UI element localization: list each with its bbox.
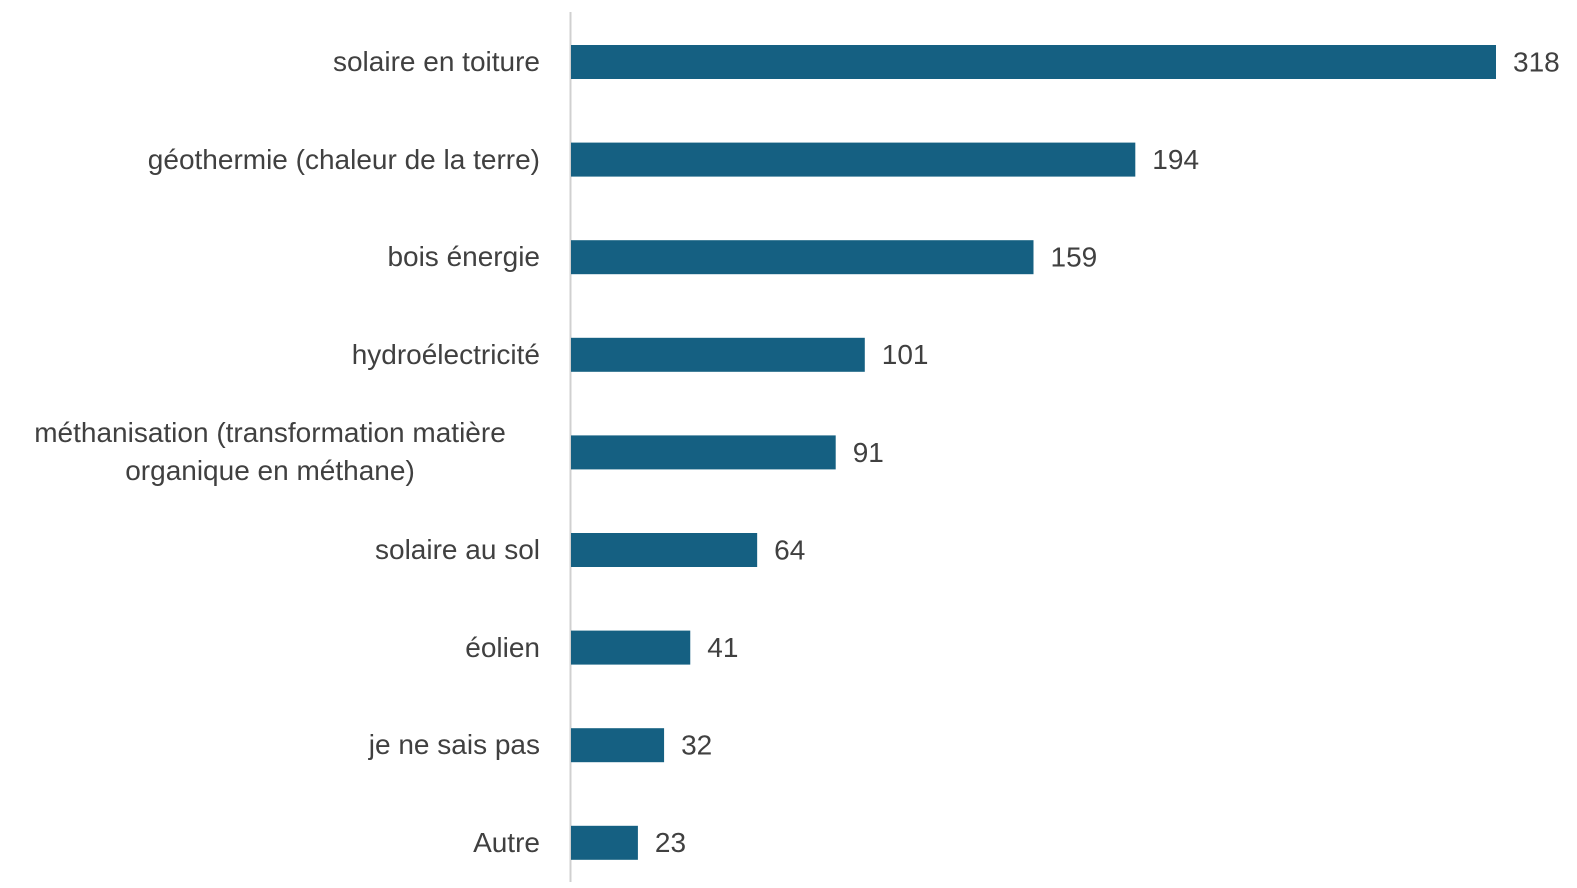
category-label-box: géothermie (chaleur de la terre) <box>0 115 540 205</box>
category-label-box: solaire au sol <box>0 505 540 595</box>
category-label: méthanisation (transformation matière or… <box>34 417 506 487</box>
bar <box>571 630 691 665</box>
category-label: Autre <box>473 826 540 858</box>
category-label-box: bois énergie <box>0 212 540 302</box>
value-label: 41 <box>707 632 738 663</box>
value-label: 159 <box>1051 242 1098 273</box>
value-label: 194 <box>1152 144 1199 175</box>
category-label: hydroélectricité <box>351 338 540 370</box>
category-label: géothermie (chaleur de la terre) <box>147 143 540 175</box>
value-label: 64 <box>774 534 805 565</box>
value-label: 32 <box>681 730 712 761</box>
value-label: 318 <box>1513 46 1560 77</box>
bar <box>571 825 638 860</box>
value-label: 101 <box>882 339 929 370</box>
category-label-box: méthanisation (transformation matière or… <box>0 407 540 497</box>
category-label-box: éolien <box>0 603 540 693</box>
category-label-box: je ne sais pas <box>0 700 540 790</box>
category-label-box: solaire en toiture <box>0 17 540 107</box>
value-label: 23 <box>655 827 686 858</box>
value-label: 91 <box>853 437 884 468</box>
bar <box>571 240 1034 275</box>
category-label: je ne sais pas <box>368 729 540 761</box>
category-label: bois énergie <box>387 241 540 273</box>
category-label: solaire au sol <box>375 534 540 565</box>
category-label-box: hydroélectricité <box>0 310 540 400</box>
bar <box>571 435 836 470</box>
bar <box>571 728 665 763</box>
category-label: solaire en toiture <box>332 46 540 77</box>
category-label-box: Autre <box>0 798 540 888</box>
category-label: éolien <box>465 631 540 663</box>
bar <box>571 45 1496 79</box>
bar <box>571 337 865 372</box>
bar <box>571 142 1136 177</box>
bar <box>571 533 758 567</box>
